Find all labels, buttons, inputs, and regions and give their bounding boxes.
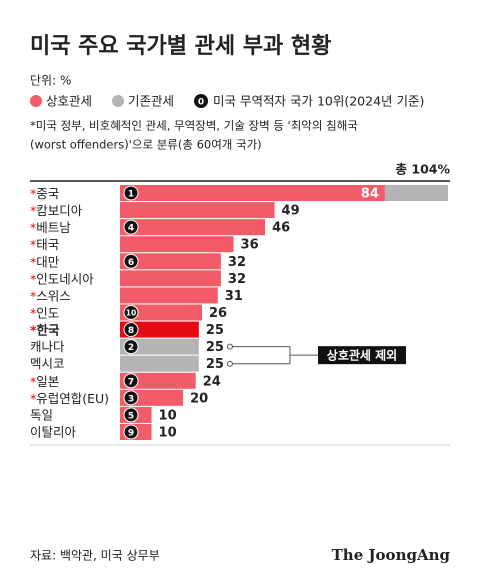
data-label: 10 <box>159 425 177 440</box>
data-label: 31 <box>225 289 243 304</box>
bar <box>120 321 199 338</box>
rank-badge <box>123 253 139 269</box>
y-tick-label: 이탈리아 <box>30 424 77 439</box>
y-tick-label: 독일 <box>30 407 53 422</box>
data-label: 25 <box>206 357 224 372</box>
rank-label: 4 <box>128 224 134 234</box>
bar <box>120 236 234 253</box>
data-label: 25 <box>206 323 224 338</box>
bar <box>120 185 385 201</box>
rank-badge <box>123 339 139 355</box>
bar <box>120 372 196 389</box>
bar <box>120 287 218 304</box>
y-tick-label: *유럽연합(EU) <box>30 390 109 405</box>
unit: 단위: % <box>30 74 71 88</box>
connector-dot <box>226 360 233 367</box>
legend-label: 미국 무역적자 국가 10위(2024년 기준) <box>213 94 424 109</box>
rank-label: 1 <box>128 190 134 200</box>
y-tick-label: *베트남 <box>30 220 71 235</box>
y-tick-label: 캐나다 <box>30 339 65 354</box>
y-tick-label: *인도네시아 <box>30 271 94 286</box>
connector-dot <box>226 343 233 350</box>
brand: The JoongAng <box>332 546 451 564</box>
legend-label: 상호관세 <box>46 94 92 109</box>
y-tick-label: *태국 <box>30 237 59 252</box>
rank-badge <box>123 219 139 235</box>
note: (worst offenders)'으로 분류(총 60여개 국가) <box>30 138 262 152</box>
rank-label: 9 <box>128 428 134 438</box>
legend-rank-digit: 0 <box>198 98 204 108</box>
legend-swatch <box>30 95 42 107</box>
bar <box>120 202 275 219</box>
data-label: 32 <box>228 272 246 287</box>
rank-badge <box>123 304 139 320</box>
y-tick-label: *중국 <box>30 186 59 201</box>
data-label: 25 <box>206 340 224 355</box>
legend-rank-symbol <box>194 94 209 108</box>
y-tick-label: *인도 <box>30 305 59 320</box>
legend-swatch <box>112 95 125 107</box>
rank-badge <box>123 390 139 406</box>
annotation: 상호관세 제외 <box>327 348 397 363</box>
rank-label: 2 <box>128 343 134 353</box>
data-label: 36 <box>241 238 259 253</box>
data-label: 20 <box>190 391 208 406</box>
rank-label: 3 <box>128 394 134 404</box>
y-tick-label: *한국 <box>30 322 60 337</box>
total-label: 총 104% <box>396 162 451 177</box>
rank-label: 10 <box>126 308 136 317</box>
rank-label: 7 <box>128 377 134 387</box>
y-tick-label: *캄보디아 <box>30 203 83 218</box>
data-label: 46 <box>272 221 290 236</box>
rank-badge <box>123 185 139 201</box>
data-label: 24 <box>203 374 221 389</box>
data-label: 10 <box>159 408 177 423</box>
rank-label: 8 <box>128 326 134 336</box>
note: *미국 정부, 비호혜적인 관세, 무역장벽, 기술 장벽 등 '최악의 침해국 <box>30 119 358 133</box>
bar <box>120 270 221 287</box>
bar <box>120 253 221 270</box>
y-tick-label: *대만 <box>30 254 60 269</box>
legend-label: 기존관세 <box>128 94 174 109</box>
data-label: 84 <box>361 187 379 202</box>
rank-badge <box>123 322 139 338</box>
bar <box>120 355 199 372</box>
bar <box>120 304 202 321</box>
rank-label: 6 <box>128 258 134 268</box>
data-label: 49 <box>282 204 300 219</box>
y-tick-label: 멕시코 <box>30 356 65 371</box>
y-tick-label: *일본 <box>30 373 59 388</box>
rank-badge <box>123 424 139 440</box>
rank-badge <box>123 373 139 389</box>
rank-label: 5 <box>128 411 134 421</box>
rank-badge <box>123 407 139 423</box>
y-tick-label: *스위스 <box>30 288 71 303</box>
data-label: 26 <box>209 306 227 321</box>
bar <box>384 185 448 201</box>
annotation-box <box>318 346 406 365</box>
bar <box>120 338 199 355</box>
data-label: 32 <box>228 255 246 270</box>
bar <box>120 219 266 236</box>
chart-title: 미국 주요 국가별 관세 부과 현황 <box>30 34 331 59</box>
source: 자료: 백악관, 미국 상무부 <box>30 549 160 563</box>
